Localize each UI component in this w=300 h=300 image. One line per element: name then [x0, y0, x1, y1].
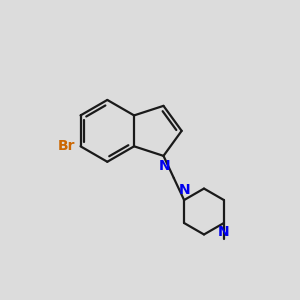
Text: N: N	[159, 159, 170, 173]
Text: N: N	[218, 225, 230, 239]
Text: Br: Br	[58, 139, 75, 153]
Text: N: N	[178, 183, 190, 197]
